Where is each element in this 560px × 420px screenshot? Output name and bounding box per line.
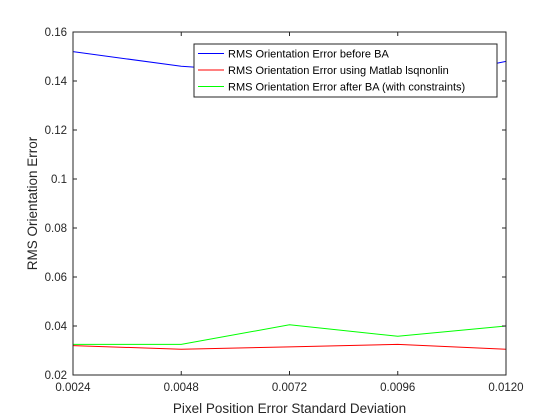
y-tick-label: 0.08 [45,223,67,235]
legend-entry-2: RMS Orientation Error using Matlab lsqno… [228,65,449,77]
x-tick-label: 0.0120 [488,382,523,394]
legend: RMS Orientation Error before BA RMS Orien… [193,43,498,98]
y-tick-label: 0.16 [45,27,67,39]
series-line-2 [72,343,507,350]
x-axis: 0.0024 0.0048 0.0072 0.0096 0.0120 [55,32,524,394]
y-tick-label: 0.06 [45,272,67,284]
legend-box [193,43,498,98]
x-tick-label: 0.0096 [380,382,415,394]
y-tick-label: 0.12 [45,125,67,137]
y-axis-label: RMS Orientation Error [25,136,40,270]
x-tick-label: 0.0048 [164,382,199,394]
x-axis-label: Pixel Position Error Standard Deviation [173,401,406,416]
y-tick-label: 0.14 [45,76,68,88]
series-line-3 [73,324,507,345]
y-axis: 0.02 0.04 0.06 0.08 0.1 0.12 0.14 0.16 [45,27,506,382]
y-tick-label: 0.02 [45,370,67,382]
y-tick-label: 0.1 [51,174,67,186]
legend-entry-1: RMS Orientation Error before BA [228,49,389,61]
x-tick-label: 0.0072 [272,382,307,394]
y-tick-label: 0.04 [45,321,68,333]
x-tick-label: 0.0024 [55,382,91,394]
legend-entry-3: RMS Orientation Error after BA (with con… [228,82,465,94]
